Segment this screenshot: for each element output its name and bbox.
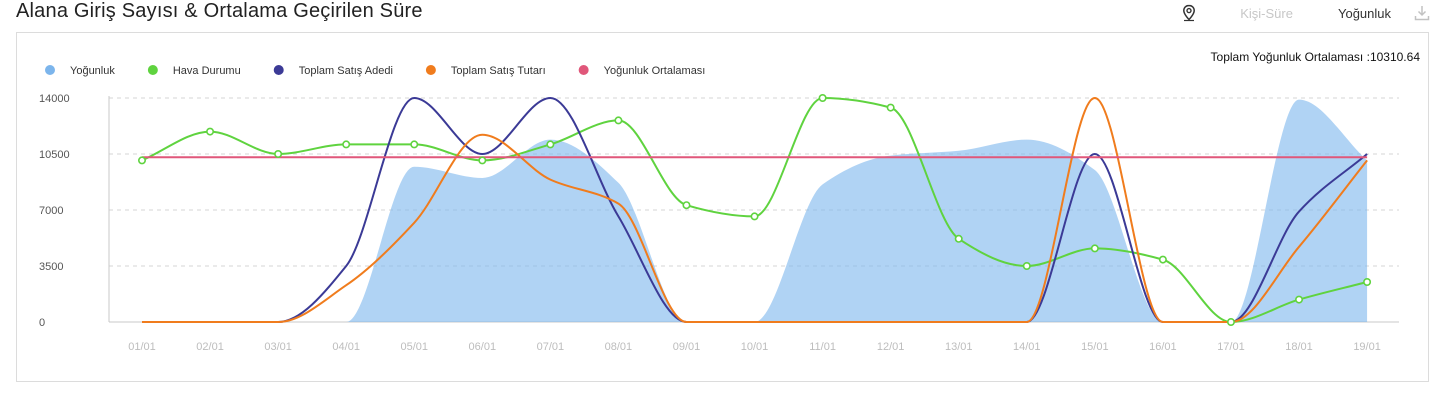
x-tick-label: 15/01 (1081, 341, 1109, 353)
hava-durumu-point (886, 103, 895, 112)
legend-label-toplam-satis-tutari: Toplam Satış Tutarı (451, 65, 546, 77)
x-tick-label: 03/01 (264, 341, 292, 353)
y-tick-label: 3500 (39, 261, 63, 273)
hava-durumu-point (614, 116, 623, 125)
hava-durumu-point (1090, 244, 1099, 253)
legend-marker-toplam-satis-tutari (425, 65, 436, 75)
x-tick-label: 18/01 (1285, 341, 1313, 353)
x-tick-label: 13/01 (945, 341, 973, 353)
x-tick-label: 17/01 (1217, 341, 1245, 353)
hava-durumu-point (274, 150, 283, 159)
y-tick-label: 10500 (39, 149, 70, 161)
hava-durumu-point (954, 234, 963, 243)
x-tick-label: 06/01 (469, 341, 497, 353)
kisi-sure-toggle[interactable]: Kişi-Süre (1240, 5, 1293, 21)
hava-durumu-point (478, 156, 487, 165)
x-tick-label: 11/01 (809, 341, 836, 353)
x-tick-label: 12/01 (877, 341, 905, 353)
x-tick-label: 08/01 (605, 341, 633, 353)
average-note: Toplam Yoğunluk Ortalaması :10310.64 (1210, 50, 1420, 64)
hava-durumu-point (1295, 295, 1304, 304)
x-tick-label: 04/01 (332, 341, 360, 353)
y-tick-label: 7000 (39, 205, 63, 217)
line-area-chart: 0 3500 7000 10500 14000 01/01 02/01 03/01 04/01 0… (39, 65, 1399, 353)
legend-marker-hava-durumu (147, 65, 158, 75)
legend-label-yogunluk-ortalamasi: Yoğunluk Ortalaması (604, 65, 706, 77)
yogunluk-toggle[interactable]: Yoğunluk (1337, 5, 1391, 21)
legend-marker-yogunluk (45, 65, 55, 75)
hava-durumu-point (410, 140, 419, 149)
hava-durumu-point (206, 127, 215, 136)
x-tick-label: 09/01 (673, 341, 701, 353)
page-title: Alana Giriş Sayısı & Ortalama Geçirilen … (16, 0, 423, 22)
legend-label-hava-durumu: Hava Durumu (173, 65, 241, 77)
download-icon[interactable] (1413, 4, 1431, 22)
chart-panel: Toplam Yoğunluk Ortalaması :10310.64 0 35… (16, 32, 1429, 382)
hava-durumu-point (750, 212, 759, 221)
hava-durumu-point (546, 140, 555, 149)
hava-durumu-point (1158, 255, 1167, 264)
legend-label-toplam-satis-adedi: Toplam Satış Adedi (299, 65, 393, 77)
hava-durumu-point (1022, 262, 1031, 271)
x-tick-label: 07/01 (537, 341, 565, 353)
legend-label-yogunluk: Yoğunluk (70, 65, 115, 77)
hava-durumu-point (138, 156, 147, 165)
x-tick-label: 01/01 (128, 341, 156, 353)
x-tick-label: 05/01 (400, 341, 428, 353)
x-tick-label: 14/01 (1013, 341, 1041, 353)
map-pin-icon[interactable] (1180, 4, 1198, 22)
legend-marker-yogunluk-ortalamasi (578, 65, 589, 75)
x-tick-label: 02/01 (196, 341, 224, 353)
y-tick-label: 14000 (39, 93, 70, 105)
y-tick-label: 0 (39, 317, 45, 329)
hava-durumu-point (818, 93, 827, 102)
x-tick-label: 16/01 (1149, 341, 1177, 353)
chart-toolbar: Kişi-Süre Yoğunluk (1180, 2, 1431, 24)
x-tick-label: 19/01 (1353, 341, 1381, 353)
hava-durumu-point (682, 201, 691, 210)
toplam-satis-tutari-line (142, 96, 1368, 324)
x-tick-label: 10/01 (741, 341, 769, 353)
hava-durumu-point (1226, 317, 1235, 326)
yogunluk-area (142, 99, 1368, 322)
hava-durumu-point (342, 140, 351, 149)
legend-marker-toplam-satis-adedi (273, 65, 284, 75)
hava-durumu-point (1363, 278, 1372, 287)
